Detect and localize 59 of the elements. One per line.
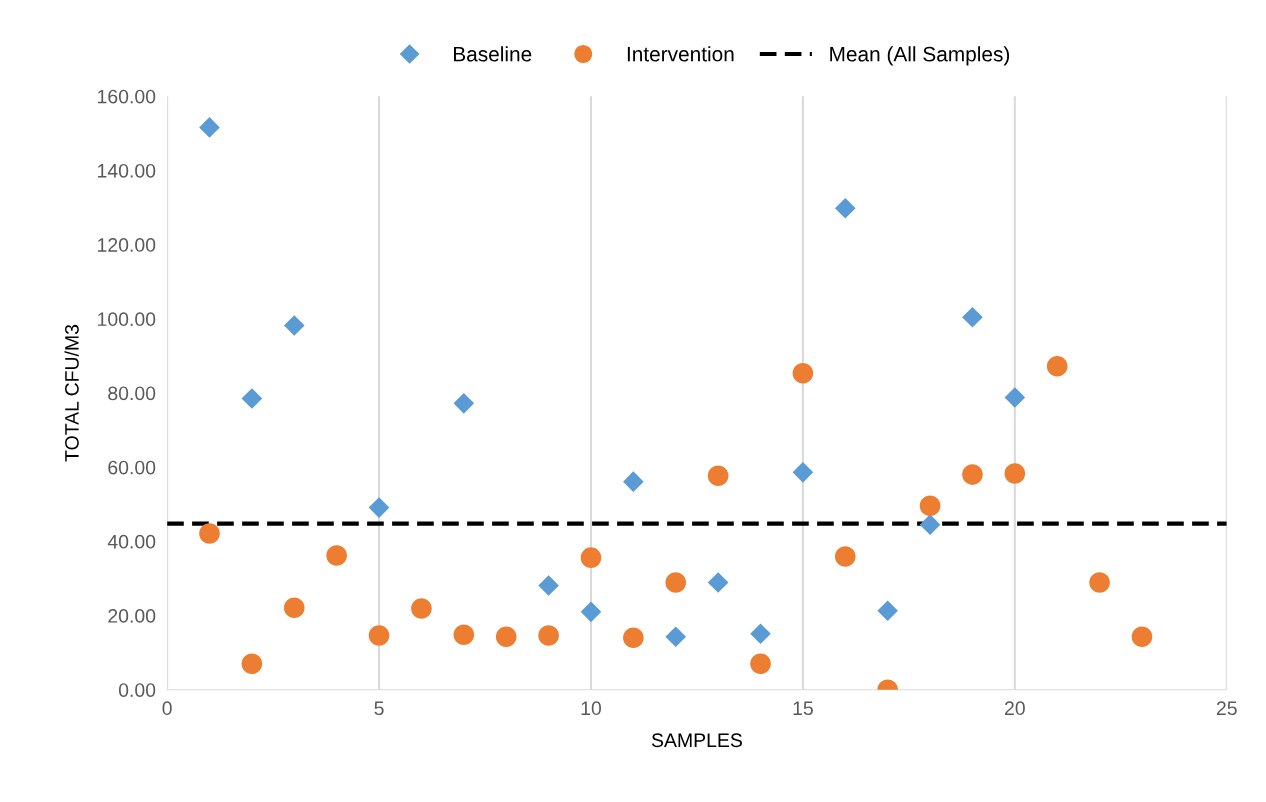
point [623, 471, 644, 492]
point [1089, 572, 1110, 593]
point [283, 315, 305, 336]
point [1004, 463, 1026, 484]
y-tick-label: 140.00 [98, 163, 156, 178]
point [241, 653, 263, 675]
point [580, 601, 602, 623]
x-tick-label: 0 [162, 701, 172, 716]
point [750, 653, 771, 675]
point [1131, 626, 1153, 647]
point [623, 627, 644, 649]
y-tick-label: 0.00 [118, 683, 156, 697]
x-tick-label: 15 [793, 701, 813, 716]
point [368, 625, 390, 646]
y-axis-title: TOTAL CFU/M3 [64, 324, 79, 462]
point [962, 464, 983, 485]
point [919, 495, 941, 517]
point [834, 546, 856, 567]
point [834, 197, 856, 219]
point [283, 597, 305, 619]
x-tick-label: 20 [1004, 701, 1025, 716]
y-tick-label: 120.00 [98, 238, 156, 252]
point [665, 626, 687, 647]
y-tick-label: 40.00 [107, 534, 156, 549]
point [495, 626, 517, 647]
point [241, 388, 263, 409]
point [453, 624, 475, 646]
point [411, 598, 432, 619]
point [580, 547, 602, 568]
legend-label: Baseline [454, 46, 532, 62]
y-tick-label: 20.00 [108, 609, 156, 623]
point [326, 545, 347, 566]
x-tick-label: 25 [1216, 701, 1237, 716]
point [453, 393, 475, 414]
point [792, 363, 814, 384]
point [1046, 355, 1068, 377]
y-tick-label: 80.00 [108, 386, 156, 401]
point [707, 572, 729, 593]
point [962, 307, 983, 328]
x-axis-title: SAMPLES [651, 733, 742, 748]
point [792, 462, 814, 483]
point [538, 575, 559, 596]
point [1004, 387, 1026, 408]
point [199, 523, 220, 544]
legend-label: Mean (All Samples) [830, 46, 1010, 66]
point [199, 117, 220, 138]
y-tick-label: 60.00 [108, 460, 156, 475]
point [665, 572, 687, 593]
point [368, 497, 390, 518]
point [750, 623, 771, 645]
point [707, 465, 729, 486]
point [919, 514, 941, 535]
point [877, 600, 898, 622]
x-tick-label: 5 [374, 701, 384, 716]
y-tick-label: 100.00 [98, 312, 156, 327]
legend-label: Intervention [627, 46, 734, 62]
x-tick-label: 10 [581, 701, 602, 716]
point [538, 625, 559, 646]
y-tick-label: 160.00 [98, 89, 156, 104]
